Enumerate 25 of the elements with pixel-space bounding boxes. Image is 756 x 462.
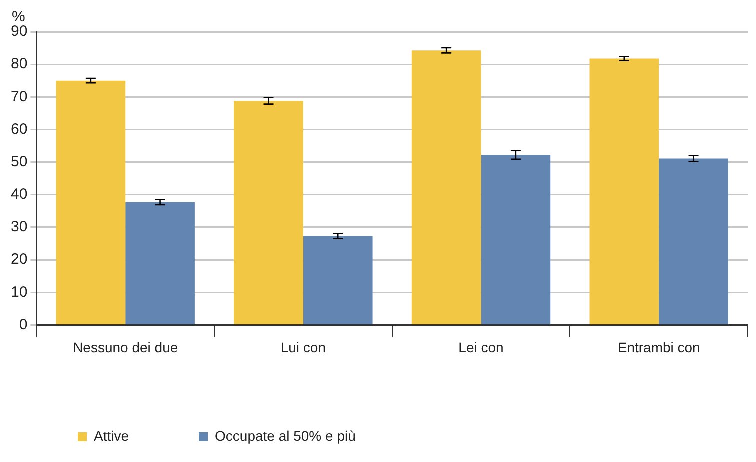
bar [412,50,482,324]
y-tick-label: 50 [10,153,28,170]
bar [481,155,551,324]
x-tick-label: Nessuno dei due [73,339,178,356]
x-tick-label: Lei con [458,339,504,356]
y-tick-label: 0 [19,316,28,334]
bar [56,80,126,324]
y-tick-label: 10 [10,284,28,301]
y-axis-title: % [12,8,26,26]
y-tick-label: 40 [10,186,28,204]
y-tick-label: 60 [10,120,28,138]
x-tick-label: Entrambi con [618,339,700,356]
legend-label: Occupate al 50% e più [215,428,356,444]
y-tick-label: 70 [10,88,28,106]
bar [659,158,728,324]
bar [126,202,195,324]
y-tick-label: 30 [10,218,28,236]
y-tick-label: 90 [10,23,28,40]
bar [303,236,373,324]
legend-label: Attive [94,428,130,444]
y-tick-label: 80 [10,56,28,73]
y-tick-label: 20 [10,251,28,268]
bar [590,58,660,324]
bar [234,101,304,324]
x-tick-label: Lui con [280,339,326,356]
